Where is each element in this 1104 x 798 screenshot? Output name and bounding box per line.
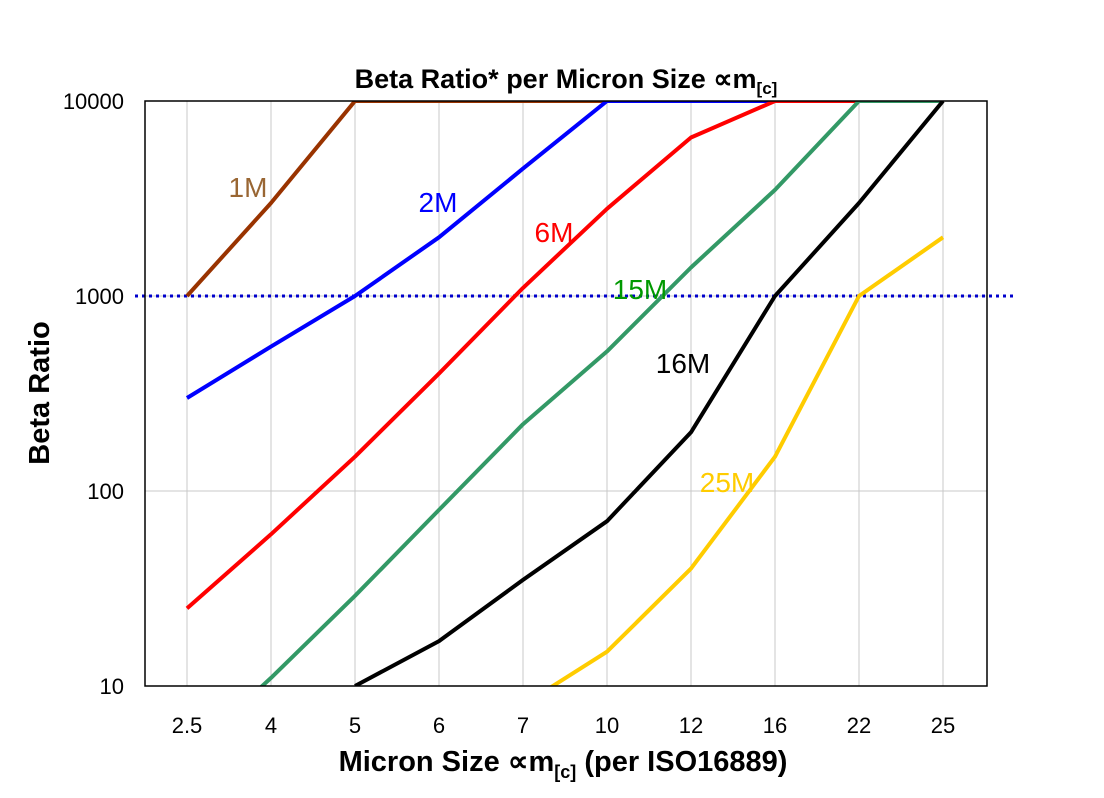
series-line-6M: [185, 101, 943, 610]
series-label-25M: 25M: [700, 467, 754, 498]
y-tick-label: 100: [87, 479, 124, 504]
y-axis-ticks: 10 100 1000 10000: [63, 89, 124, 699]
x-tick-label: 4: [265, 713, 277, 738]
series-label-2M: 2M: [419, 187, 458, 218]
y-tick-label: 1000: [75, 284, 124, 309]
x-tick-label: 5: [349, 713, 361, 738]
chart-title: Beta Ratio* per Micron Size ∝m[c]: [355, 64, 778, 98]
x-tick-label: 2.5: [172, 713, 203, 738]
x-tick-label: 12: [679, 713, 703, 738]
x-axis-label: Micron Size ∝m[c] (per ISO16889): [339, 746, 788, 782]
series-line-15M: [259, 101, 943, 686]
series-label-6M: 6M: [535, 217, 574, 248]
x-tick-label: 16: [763, 713, 787, 738]
series-line-1M: [185, 101, 943, 298]
x-tick-label: 25: [931, 713, 955, 738]
series-lines: [185, 101, 945, 686]
series-labels: 1M 2M 6M 15M 16M 25M: [229, 172, 755, 498]
x-tick-label: 6: [433, 713, 445, 738]
x-tick-label: 22: [847, 713, 871, 738]
gridlines: [145, 100, 987, 687]
series-label-16M: 16M: [656, 348, 710, 379]
series-label-1M: 1M: [229, 172, 268, 203]
x-tick-label: 10: [595, 713, 619, 738]
series-line-16M: [354, 101, 945, 686]
y-axis-label: Beta Ratio: [24, 321, 56, 464]
x-tick-label: 7: [517, 713, 529, 738]
series-line-25M: [549, 235, 945, 686]
y-tick-label: 10000: [63, 89, 124, 114]
series-line-2M: [185, 101, 943, 400]
series-label-15M: 15M: [613, 274, 667, 305]
y-tick-label: 10: [100, 674, 124, 699]
x-axis-ticks: 2.5 4 5 6 7 10 12 16 22 25: [172, 713, 956, 738]
plot-area-border: [144, 100, 988, 687]
